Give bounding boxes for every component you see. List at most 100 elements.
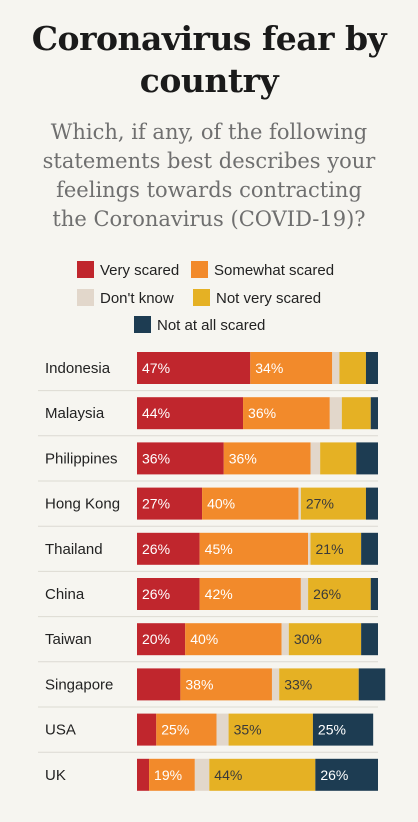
bar-segment-somewhat-scared-indonesia xyxy=(250,352,333,384)
bar-row-philippines: Philippines 36% 36% xyxy=(38,435,378,475)
bar-segment-very-scared-singapore xyxy=(137,668,181,701)
legend-label-very-scared: Very scared xyxy=(100,262,180,279)
data-label-somewhat-scared-usa: 25% xyxy=(161,722,189,738)
legend-swatch-somewhat-scared xyxy=(191,261,208,278)
bar-row-thailand: Thailand 26% 45% 21% xyxy=(38,525,378,565)
stacked-bar-chart: Indonesia 47% 34% Malaysia 44% 36% Philippines… xyxy=(38,352,386,791)
bar-segment-very-scared-malaysia xyxy=(137,397,244,430)
data-label-not-very-scared-hong-kong: 27% xyxy=(306,496,334,512)
data-label-somewhat-scared-hong-kong: 40% xyxy=(207,496,235,512)
legend-swatch-very-scared xyxy=(77,261,94,278)
category-label-singapore: Singapore xyxy=(45,676,113,693)
category-label-malaysia: Malaysia xyxy=(45,405,105,422)
subtitle-line-4: the Coronavirus (COVID-19)? xyxy=(52,207,366,231)
data-label-not-very-scared-thailand: 21% xyxy=(316,541,344,557)
data-label-very-scared-thailand: 26% xyxy=(142,541,170,557)
data-label-very-scared-indonesia: 47% xyxy=(142,360,170,376)
chart-title-line-1: Coronavirus fear by xyxy=(31,19,387,58)
bar-row-taiwan: Taiwan 20% 40% 30% xyxy=(38,616,378,656)
data-label-not-very-scared-singapore: 33% xyxy=(284,676,312,692)
category-label-china: China xyxy=(45,586,85,603)
bar-segment-very-scared-philippines xyxy=(137,442,224,475)
bar-segment-not-very-scared-philippines xyxy=(320,442,357,475)
legend-swatch-dont-know xyxy=(77,289,94,306)
bar-row-china: China 26% 42% 26% xyxy=(38,570,378,610)
data-label-somewhat-scared-singapore: 38% xyxy=(185,676,213,692)
subtitle-line-1: Which, if any, of the following xyxy=(50,120,368,144)
data-label-very-scared-china: 26% xyxy=(142,586,170,602)
legend-swatch-not-very-scared xyxy=(193,289,210,306)
bar-segment-not-very-scared-indonesia xyxy=(339,352,366,384)
legend-label-not-very-scared: Not very scared xyxy=(216,290,322,307)
bar-segment-don-t-know-usa xyxy=(216,713,229,746)
legend-item-somewhat-scared: Somewhat scared xyxy=(191,260,334,282)
bar-segment-not-very-scared-uk xyxy=(209,758,316,791)
bar-segment-not-very-scared-usa xyxy=(228,713,313,746)
bar-segment-not-at-all-scared-uk xyxy=(315,758,378,791)
bar-segment-not-at-all-scared-usa xyxy=(312,713,374,746)
data-label-not-very-scared-uk: 44% xyxy=(214,767,242,783)
category-label-hong-kong: Hong Kong xyxy=(45,496,120,513)
legend-item-very-scared: Very scared xyxy=(77,260,179,282)
legend-label-somewhat-scared: Somewhat scared xyxy=(214,262,335,279)
bar-segment-somewhat-scared-taiwan xyxy=(185,623,282,656)
bar-segment-not-very-scared-china xyxy=(308,578,371,610)
bar-segment-don-t-know-china xyxy=(300,578,309,610)
category-label-indonesia: Indonesia xyxy=(45,360,111,377)
bar-segment-not-at-all-scared-hong-kong xyxy=(365,487,378,520)
data-label-very-scared-hong-kong: 27% xyxy=(142,496,170,512)
bar-segment-very-scared-thailand xyxy=(137,532,200,565)
category-label-taiwan: Taiwan xyxy=(45,631,92,648)
bar-segment-not-at-all-scared-philippines xyxy=(356,442,378,475)
data-label-very-scared-malaysia: 44% xyxy=(142,405,170,421)
bar-segment-not-very-scared-hong-kong xyxy=(300,487,366,520)
data-label-not-very-scared-taiwan: 30% xyxy=(294,631,322,647)
bar-segment-very-scared-taiwan xyxy=(137,623,186,656)
bar-segment-not-at-all-scared-thailand xyxy=(361,532,378,565)
bar-row-indonesia: Indonesia 47% 34% xyxy=(45,352,378,384)
legend-label-not-at-all-scared: Not at all scared xyxy=(157,317,266,334)
bar-segment-not-at-all-scared-indonesia xyxy=(365,352,378,384)
legend-row-2: Don't know Not very scared xyxy=(0,288,418,310)
category-label-usa: USA xyxy=(45,722,76,739)
bar-segment-very-scared-indonesia xyxy=(137,352,251,384)
legend-row-1: Very scared Somewhat scared xyxy=(0,260,418,282)
data-label-not-at-all-scared-uk: 26% xyxy=(320,767,348,783)
bar-segment-don-t-know-thailand xyxy=(308,532,311,565)
legend-item-not-at-all-scared: Not at all scared xyxy=(134,315,265,337)
bar-row-usa: USA 25% 35% 25% xyxy=(38,706,378,746)
bar-segment-don-t-know-uk xyxy=(194,758,210,791)
data-label-very-scared-taiwan: 20% xyxy=(142,631,170,647)
category-label-philippines: Philippines xyxy=(45,450,118,467)
bar-segment-don-t-know-singapore xyxy=(271,668,280,701)
legend-swatch-not-at-all-scared xyxy=(134,316,151,333)
data-label-somewhat-scared-malaysia: 36% xyxy=(248,405,276,421)
bar-segment-don-t-know-taiwan xyxy=(281,623,289,656)
data-label-not-at-all-scared-usa: 25% xyxy=(318,722,346,738)
data-label-not-very-scared-usa: 35% xyxy=(234,722,262,738)
chart-subtitle: Which, if any, of the following statemen… xyxy=(20,118,398,234)
data-label-somewhat-scared-thailand: 45% xyxy=(205,541,233,557)
data-label-somewhat-scared-uk: 19% xyxy=(154,767,182,783)
bar-segment-not-at-all-scared-singapore xyxy=(358,668,386,701)
legend-label-dont-know: Don't know xyxy=(100,290,174,307)
data-label-somewhat-scared-indonesia: 34% xyxy=(255,360,283,376)
legend-item-dont-know: Don't know xyxy=(77,288,174,310)
bar-segment-very-scared-usa xyxy=(137,713,157,746)
category-label-uk: UK xyxy=(45,767,66,784)
bar-segment-somewhat-scared-usa xyxy=(156,713,217,746)
bar-segment-don-t-know-hong-kong xyxy=(298,487,301,520)
bar-segment-don-t-know-philippines xyxy=(310,442,321,475)
subtitle-line-3: feelings towards contracting xyxy=(56,178,362,202)
legend-item-not-very-scared: Not very scared xyxy=(193,288,321,310)
bar-segment-not-at-all-scared-china xyxy=(370,578,378,610)
data-label-somewhat-scared-philippines: 36% xyxy=(229,450,257,466)
bar-segment-not-very-scared-singapore xyxy=(279,668,359,701)
bar-segment-not-at-all-scared-taiwan xyxy=(361,623,378,656)
chart-title-line-2: country xyxy=(139,61,279,100)
bar-segment-very-scared-uk xyxy=(137,758,150,791)
legend-row-3: Not at all scared xyxy=(0,315,418,337)
bar-segment-very-scared-hong-kong xyxy=(137,487,203,520)
bar-segment-somewhat-scared-hong-kong xyxy=(202,487,299,520)
bar-segment-not-at-all-scared-malaysia xyxy=(370,397,378,430)
